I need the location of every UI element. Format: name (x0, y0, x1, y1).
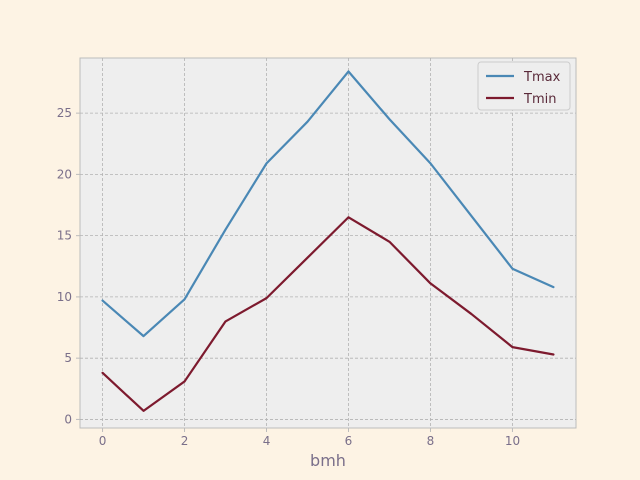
y-tick-label: 20 (57, 167, 72, 181)
y-tick-label: 10 (57, 290, 72, 304)
legend-label: Tmax (523, 70, 561, 85)
y-axis-ticks: 0 5 10 15 20 25 (57, 106, 80, 426)
series-line-tmax (101, 70, 555, 338)
series-line-tmin (101, 216, 555, 412)
y-tick-label: 5 (64, 351, 72, 365)
y-tick-label: 0 (64, 412, 72, 426)
x-axis-title: bmh (310, 451, 346, 470)
x-tick-label: 4 (263, 434, 271, 448)
legend-entry: Tmin (486, 92, 556, 107)
legend-label: Tmin (523, 92, 556, 107)
x-tick-label: 8 (427, 434, 435, 448)
chart-legend: Tmax Tmin (477, 61, 571, 111)
x-tick-label: 0 (99, 434, 107, 448)
x-tick-label: 6 (345, 434, 353, 448)
y-tick-label: 25 (57, 106, 72, 120)
series-lines (101, 70, 555, 412)
grid-lines (80, 58, 576, 428)
x-axis-ticks: 0 2 4 6 8 10 (99, 428, 520, 448)
x-tick-label: 2 (181, 434, 189, 448)
legend-entry: Tmax (486, 70, 561, 85)
x-tick-label: 10 (505, 434, 520, 448)
y-tick-label: 15 (57, 229, 72, 243)
